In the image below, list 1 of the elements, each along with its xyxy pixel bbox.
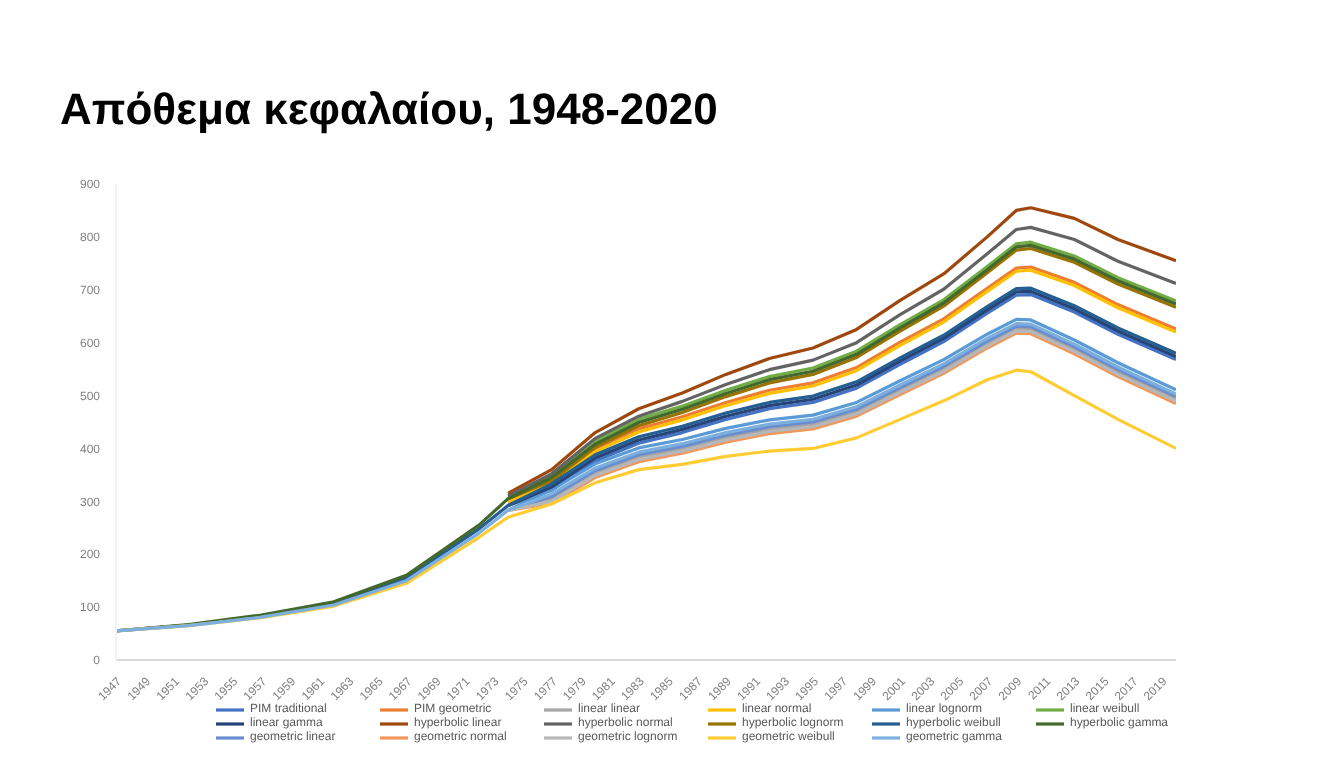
chart-title: Απόθεμα κεφαλαίου, 1948-2020	[60, 84, 718, 136]
